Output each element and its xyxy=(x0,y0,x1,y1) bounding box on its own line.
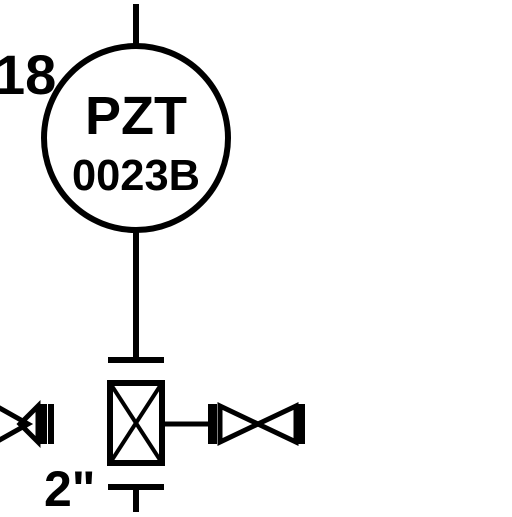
instrument-tag-number: 0023B xyxy=(72,151,200,200)
line-number-fragment: 18 xyxy=(0,43,56,106)
left-gate-valve-icon xyxy=(0,399,54,449)
block-valve-box xyxy=(107,380,165,466)
size-label: 2" xyxy=(44,461,96,512)
instrument-function: PZT xyxy=(85,86,187,146)
right-gate-valve-icon xyxy=(208,402,305,446)
